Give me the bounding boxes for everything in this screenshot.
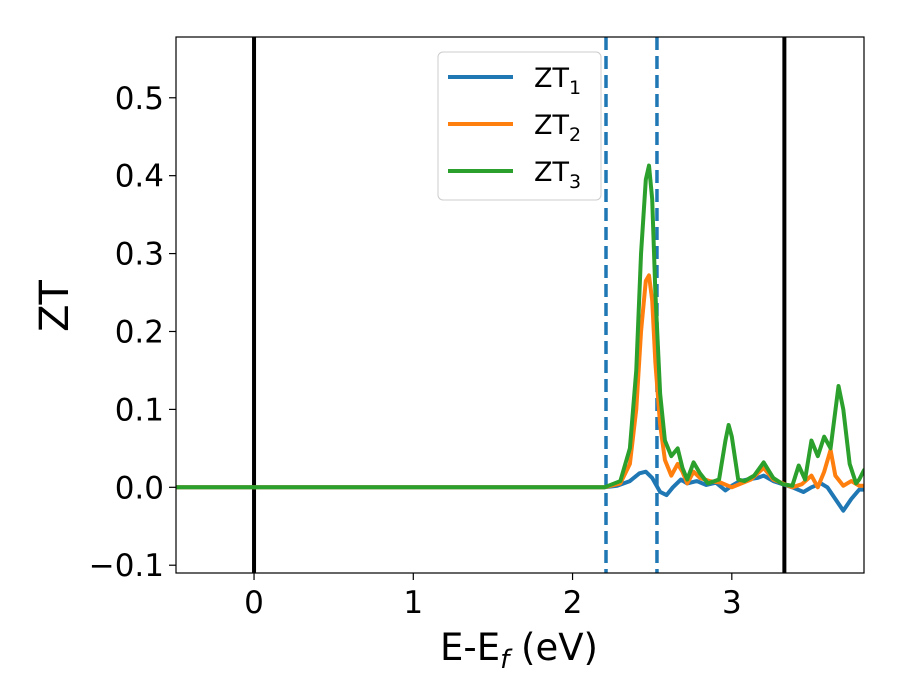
plot-area [176, 37, 864, 573]
x-axis-label-main: E-E [440, 626, 500, 669]
legend-label-zt1: ZT1 [534, 63, 581, 99]
x-axis-label: E-Ef (eV) [440, 626, 598, 675]
y-tick-label: 0.1 [115, 392, 164, 428]
y-tick-label: −0.1 [89, 548, 164, 584]
y-tick-label: 0.5 [115, 81, 164, 117]
y-tick-label: 0.2 [115, 314, 164, 350]
x-axis-label-unit: (eV) [509, 626, 598, 669]
legend-label-zt2: ZT2 [534, 110, 581, 146]
plot-clip-group [176, 37, 864, 573]
x-tick-label: 0 [244, 585, 264, 621]
y-tick-label: 0.0 [115, 470, 164, 506]
series-line-zt2 [176, 273, 864, 490]
y-axis-label: ZT [32, 280, 78, 332]
axes: 0 1 2 3 −0.1 0.0 0.1 0.2 0.3 0.4 0.5 [89, 36, 865, 621]
series-line-zt3 [176, 163, 864, 490]
plot-frame [175, 36, 865, 574]
y-tick-label: 0.4 [115, 159, 164, 195]
legend-box [437, 51, 602, 201]
legend: ZT1 ZT2 ZT3 [437, 51, 602, 201]
x-tick-label: 1 [403, 585, 423, 621]
x-tick-label: 3 [722, 585, 742, 621]
legend-label-zt3: ZT3 [534, 157, 581, 193]
series-line-zt1 [176, 469, 864, 513]
y-tick-label: 0.3 [115, 237, 164, 273]
x-tick-label: 2 [563, 585, 583, 621]
